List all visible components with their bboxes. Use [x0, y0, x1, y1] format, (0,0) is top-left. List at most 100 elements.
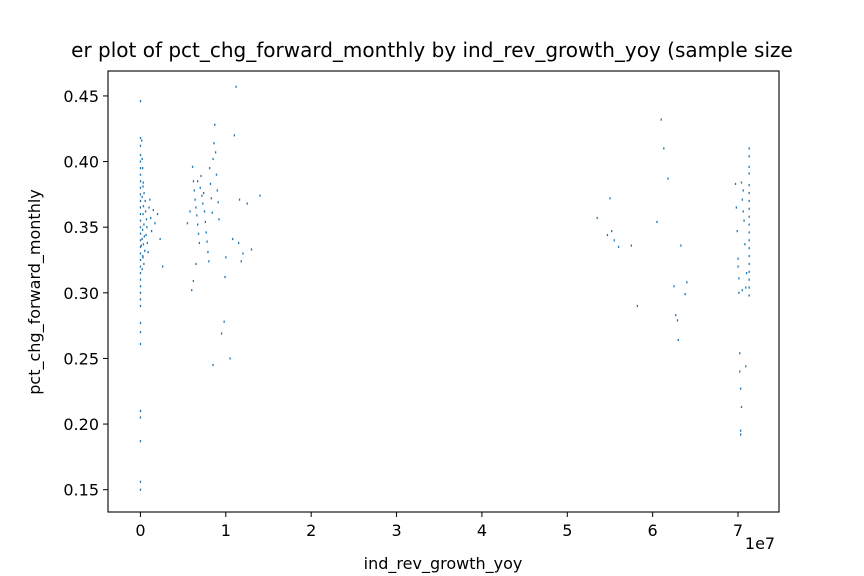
data-point — [208, 167, 211, 170]
data-point — [139, 278, 142, 281]
data-point — [142, 181, 144, 184]
data-point — [195, 206, 197, 209]
x-tick-label: 0 — [135, 521, 145, 540]
data-point — [630, 244, 633, 247]
x-tick-label: 7 — [733, 521, 743, 540]
y-axis-label: pct_chg_forward_monthly — [25, 189, 45, 395]
data-point — [205, 231, 207, 234]
data-point — [748, 172, 750, 175]
data-point — [139, 265, 142, 268]
data-point — [743, 219, 745, 222]
data-point — [676, 319, 679, 322]
data-point — [229, 357, 231, 360]
data-point — [745, 272, 748, 275]
data-point — [212, 157, 214, 161]
data-point — [223, 320, 225, 323]
data-point — [139, 136, 142, 140]
data-point — [201, 194, 203, 197]
data-point — [675, 314, 677, 317]
data-point — [748, 215, 750, 218]
data-point — [194, 198, 196, 201]
data-point — [156, 212, 159, 216]
data-point — [139, 232, 142, 235]
data-point — [734, 182, 737, 185]
data-point — [139, 291, 142, 294]
data-point — [742, 189, 744, 192]
data-point — [242, 252, 244, 255]
data-point — [233, 134, 236, 137]
data-point — [148, 206, 150, 209]
data-point — [213, 142, 215, 145]
data-point — [139, 331, 142, 334]
data-point — [663, 147, 665, 150]
data-point — [142, 205, 145, 208]
data-point — [146, 241, 148, 245]
y-tick-label: 0.40 — [63, 153, 99, 172]
data-point — [139, 342, 142, 346]
data-point — [684, 293, 686, 296]
data-point — [152, 209, 154, 212]
data-point — [748, 191, 750, 195]
data-point — [139, 226, 142, 229]
data-point — [142, 185, 144, 188]
data-point — [191, 165, 194, 168]
plot-area — [107, 70, 780, 513]
data-point — [139, 180, 142, 183]
data-point — [139, 144, 142, 147]
data-point — [139, 212, 142, 216]
data-point — [193, 189, 195, 192]
data-point — [145, 218, 148, 221]
data-point — [739, 433, 742, 436]
data-point — [218, 218, 220, 221]
y-tick-label: 0.35 — [63, 218, 99, 237]
data-point — [748, 254, 750, 258]
x-tick-label: 1 — [221, 521, 231, 540]
data-point — [738, 291, 740, 294]
x-tick-label: 6 — [648, 521, 658, 540]
data-point — [146, 226, 148, 229]
data-point — [192, 180, 195, 183]
plot-frame — [107, 70, 780, 513]
data-point — [139, 488, 142, 491]
data-point — [162, 265, 164, 268]
data-point — [215, 173, 218, 176]
data-point — [748, 286, 750, 289]
data-point — [656, 220, 658, 224]
y-tick-label: 0.45 — [63, 87, 99, 106]
data-point — [139, 440, 142, 443]
data-point — [737, 257, 739, 260]
x-axis-offset-label: 1e7 — [745, 534, 775, 553]
data-point — [216, 189, 218, 192]
data-point — [240, 260, 242, 263]
data-point — [186, 222, 189, 225]
data-point — [139, 285, 142, 288]
data-point — [212, 363, 214, 367]
data-point — [139, 206, 142, 209]
data-point — [202, 202, 204, 205]
data-point — [739, 370, 741, 373]
data-point — [154, 222, 156, 225]
data-point — [246, 202, 248, 205]
x-tick-label: 3 — [391, 521, 401, 540]
data-point — [139, 480, 142, 483]
data-point — [139, 258, 142, 262]
data-point — [139, 193, 142, 196]
data-point — [195, 262, 197, 266]
data-point — [748, 270, 750, 273]
data-point — [198, 241, 201, 245]
chart-title: er plot of pct_chg_forward_monthly by in… — [71, 38, 793, 62]
data-point — [192, 279, 195, 283]
data-point — [139, 160, 142, 163]
y-tick-label: 0.20 — [63, 415, 99, 434]
data-point — [139, 100, 142, 103]
data-point — [197, 223, 199, 226]
data-point — [206, 240, 208, 243]
data-point — [142, 243, 145, 246]
data-point — [159, 237, 161, 241]
data-point — [748, 155, 750, 158]
data-point — [748, 247, 750, 250]
data-point — [204, 220, 207, 224]
x-tick-label: 2 — [306, 521, 316, 540]
x-tick-label: 5 — [562, 521, 572, 540]
data-point — [740, 405, 743, 409]
